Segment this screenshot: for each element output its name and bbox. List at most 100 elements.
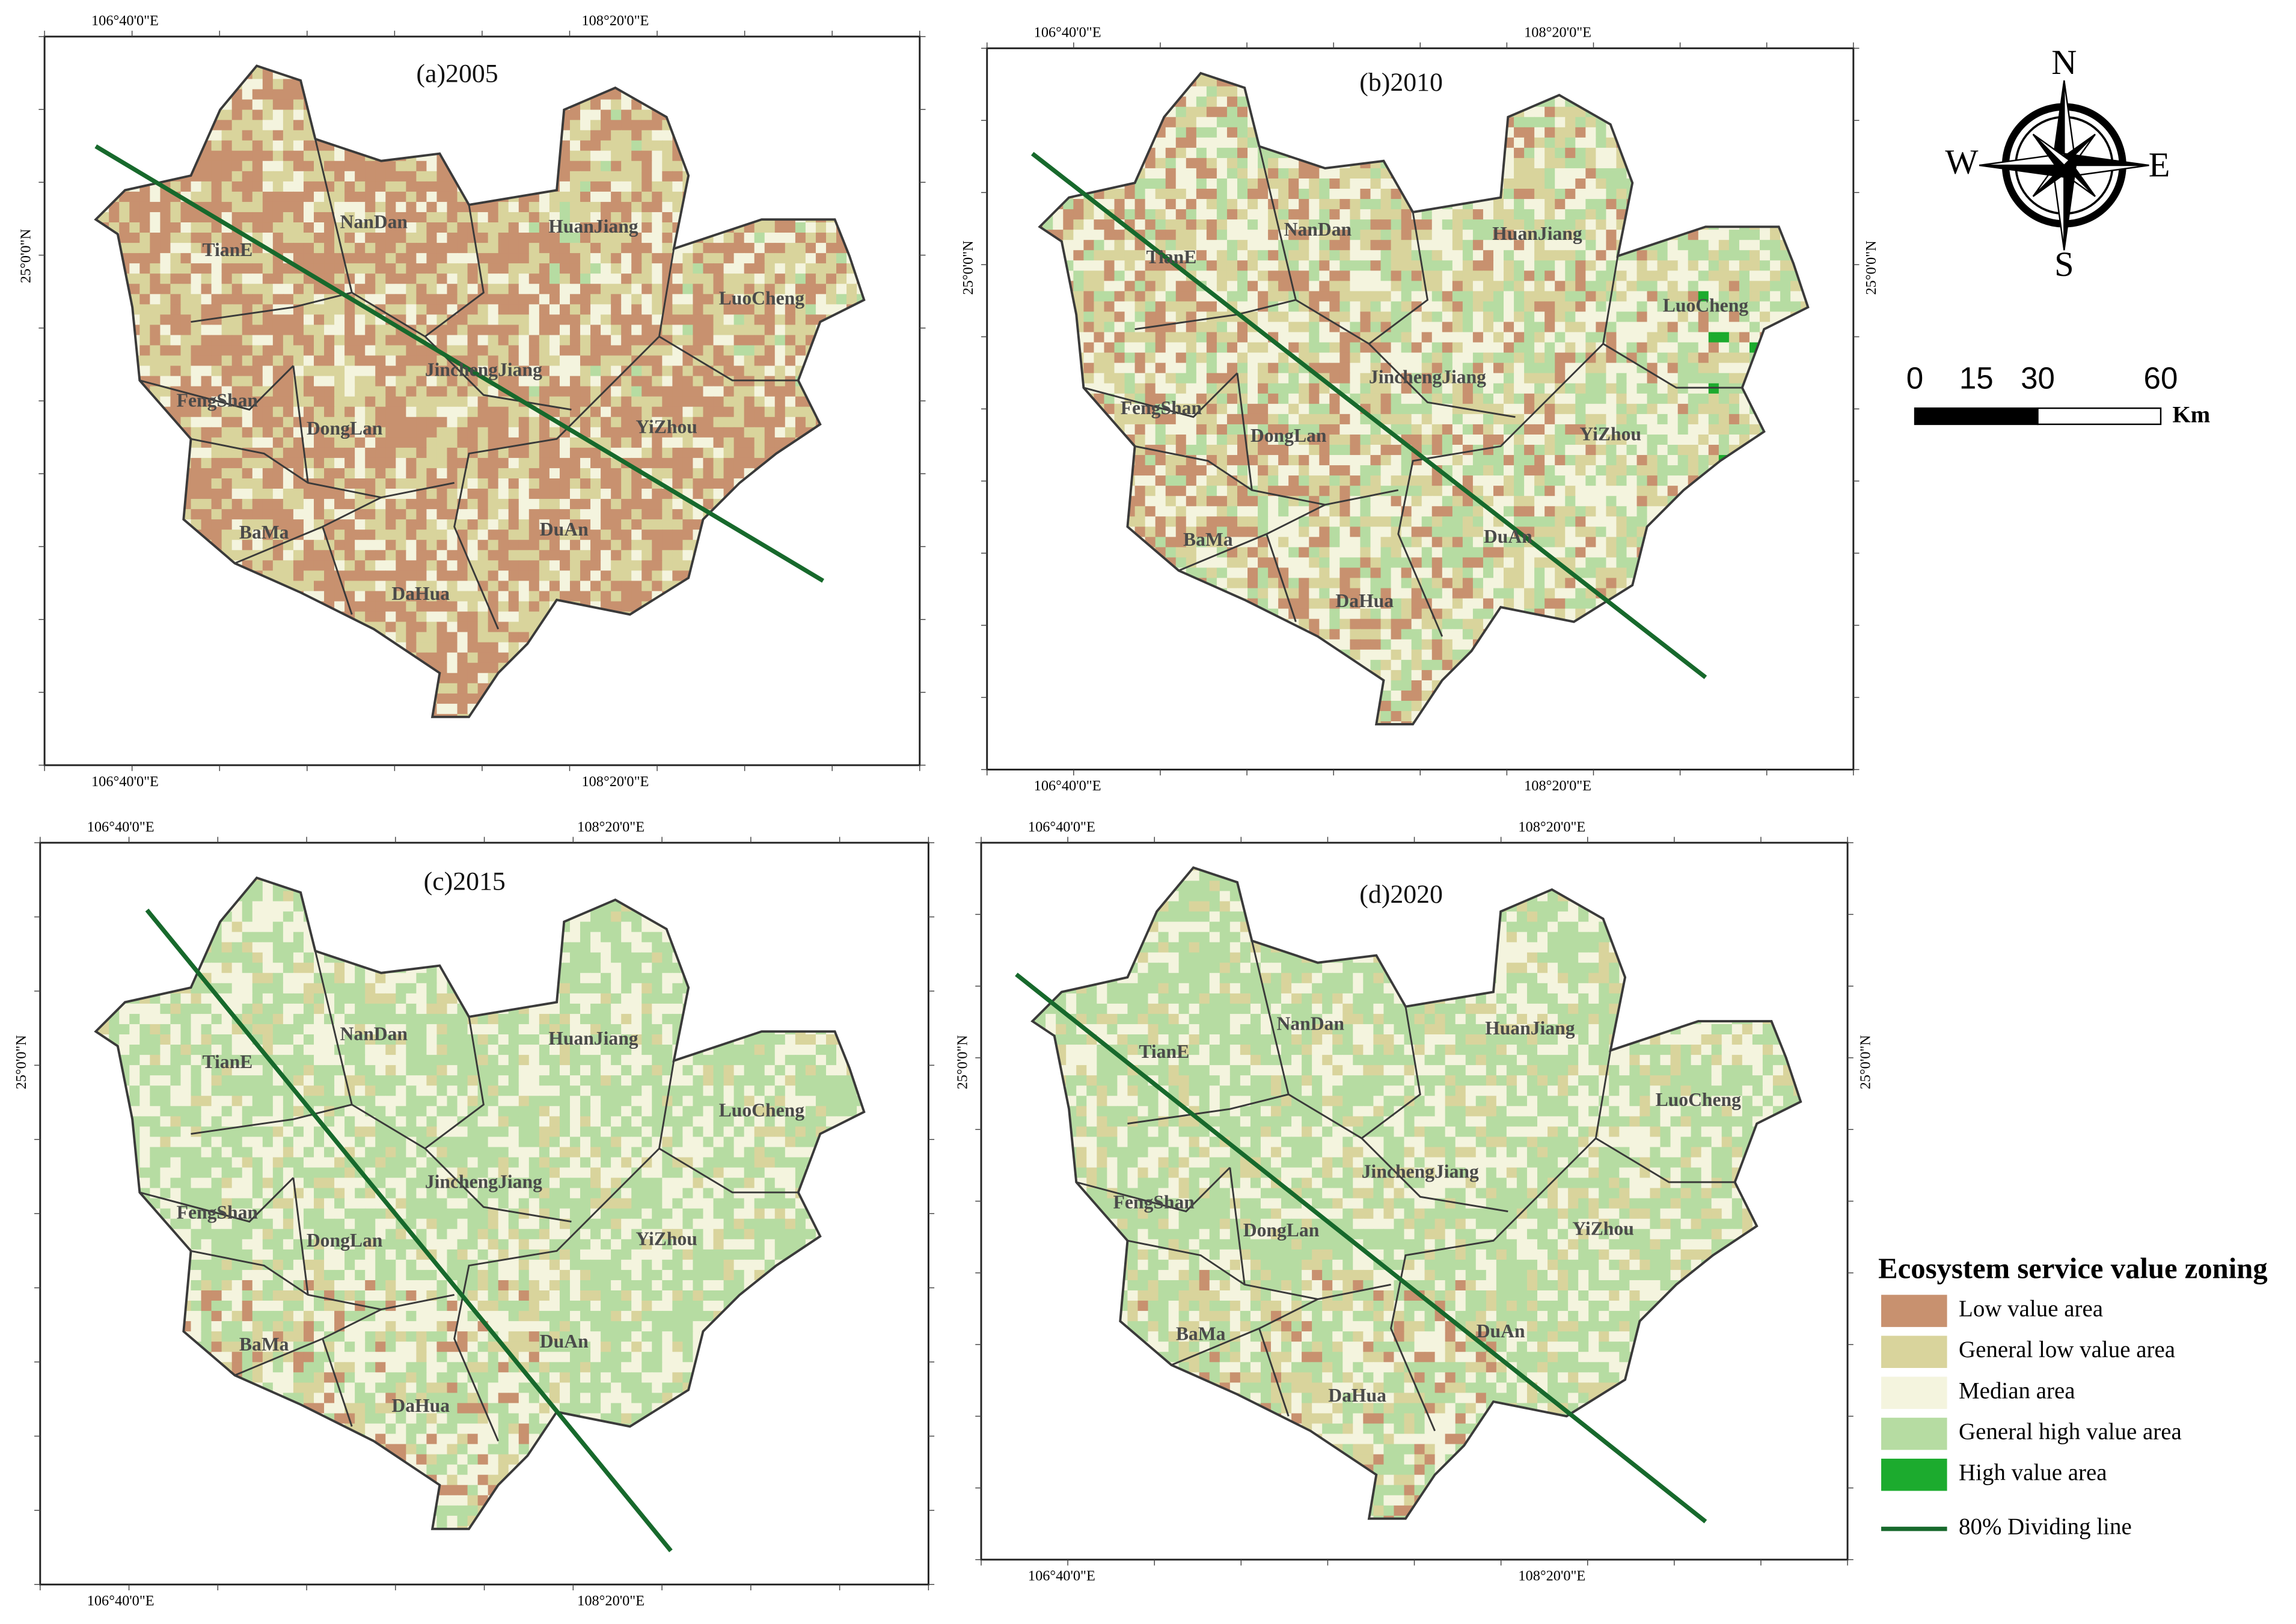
value-cell [139,314,151,326]
value-cell [631,233,642,243]
value-cell [293,243,304,254]
value-cell [703,427,714,438]
value-cell [426,632,438,643]
value-cell [733,233,745,243]
value-cell [211,284,222,295]
value-cell [355,386,366,397]
value-cell [170,396,182,408]
value-cell [334,540,345,551]
value-cell [293,233,304,243]
value-cell [559,457,571,469]
value-cell [293,181,304,192]
value-cell [467,632,479,643]
value-cell [242,365,253,377]
value-cell [334,489,345,499]
value-cell [457,314,468,326]
value-cell [652,437,663,448]
value-cell [436,212,448,223]
value-cell [293,150,304,162]
value-cell [385,437,397,448]
value-cell [272,222,284,233]
value-cell [713,284,724,295]
value-cell [703,284,714,295]
value-cell [559,376,571,387]
value-cell [733,314,745,326]
value-cell [457,611,468,623]
value-cell [467,325,479,336]
value-cell [355,355,366,367]
value-cell [682,519,694,530]
value-cell [426,642,438,653]
value-cell [252,191,263,203]
value-cell [293,437,304,448]
value-cell [528,427,540,438]
value-cell [375,550,386,561]
value-cell [498,222,509,233]
value-cell [528,376,540,387]
value-cell [631,335,642,346]
value-cell [559,212,571,223]
value-cell [262,130,274,141]
value-cell [508,591,519,602]
value-cell [324,376,335,387]
value-cell [518,601,530,612]
value-cell [313,355,325,367]
value-cell [396,160,407,172]
value-cell [283,243,294,254]
value-cell [416,560,427,572]
value-cell [641,396,653,408]
value-cell [774,294,786,305]
value-cell [139,222,151,233]
value-cell [580,150,591,162]
value-cell [672,160,684,172]
value-cell [733,376,745,387]
value-cell [324,273,335,284]
value-cell [139,273,151,284]
value-cell [641,499,653,510]
value-cell [170,253,182,264]
value-cell [221,284,233,295]
value-cell [785,243,796,254]
value-cell [518,212,530,223]
value-cell [477,253,489,264]
value-cell [580,181,591,192]
value-cell [611,212,622,223]
value-cell [396,335,407,346]
value-cell [652,273,663,284]
value-cell [631,530,642,540]
value-cell [262,530,274,540]
value-cell [785,365,796,377]
value-cell [457,591,468,602]
value-cell [139,365,151,377]
value-cell [129,263,141,274]
value-cell [262,325,274,336]
value-cell [324,314,335,326]
value-cell [436,540,448,551]
value-cell [447,417,458,428]
value-cell [467,601,479,612]
value-cell [170,406,182,418]
value-cell [528,489,540,499]
value-cell [365,263,376,274]
value-cell [303,509,314,520]
value-cell [723,335,735,346]
value-cell [344,427,355,438]
value-cell [611,365,622,377]
value-cell [682,457,694,469]
value-cell [723,478,735,489]
value-cell [631,150,642,162]
value-cell [601,560,611,572]
value-cell [539,509,550,520]
value-cell [191,427,202,438]
value-cell [231,396,243,408]
value-cell [252,540,263,551]
value-cell [488,591,499,602]
value-cell [457,427,468,438]
value-cell [211,478,222,489]
value-cell [293,284,304,295]
value-cell [569,560,581,572]
value-cell [590,314,601,326]
value-cell [559,181,571,192]
value-cell [313,560,325,572]
value-cell [488,406,499,418]
